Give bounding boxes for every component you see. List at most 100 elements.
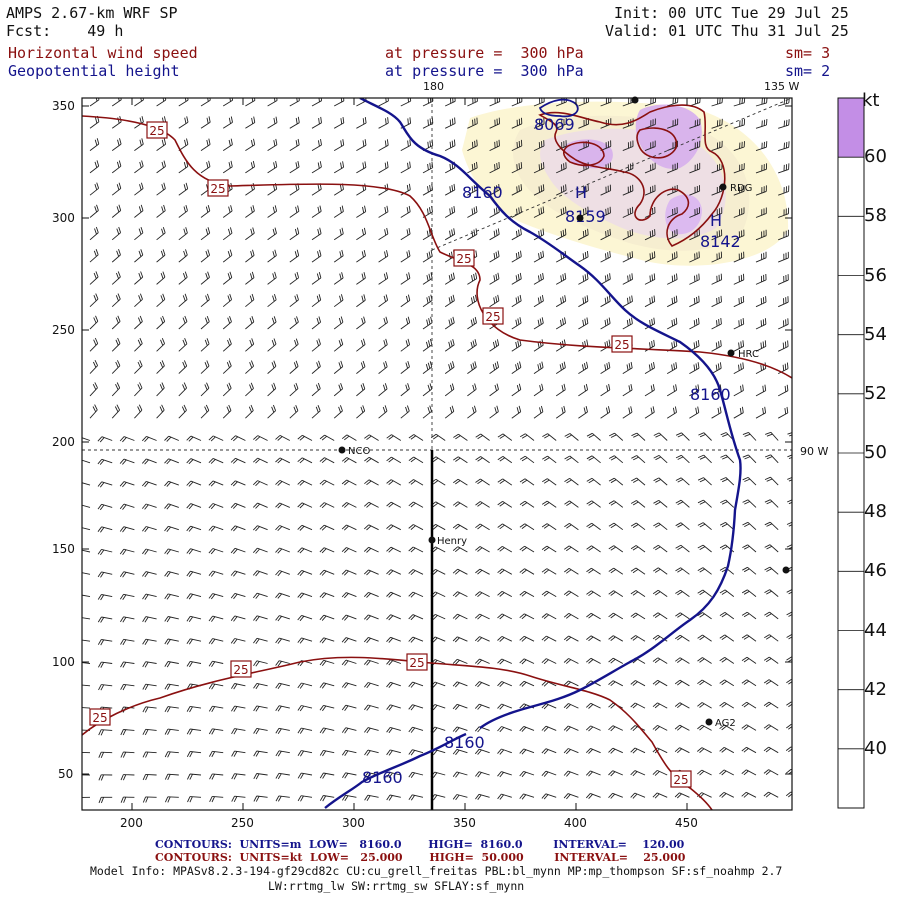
wind-barb [578, 250, 589, 263]
wind-barb [111, 315, 121, 330]
wind-barb [253, 660, 268, 667]
wind-barb [200, 404, 210, 419]
wind-barb [786, 701, 792, 708]
wind-barb [630, 792, 646, 799]
wind-barb [697, 815, 711, 820]
wind-barb [319, 795, 335, 802]
wind-barb [364, 794, 379, 801]
wind-barb [208, 548, 224, 555]
wind-barb [467, 405, 477, 419]
model-physics: LW:rrtmg_lw SW:rrtmg_sw SFLAY:sf_mynn [268, 879, 525, 893]
wind-barb [141, 503, 157, 510]
wind-barb [178, 249, 188, 263]
wind-barb [142, 751, 157, 758]
wind-barb [231, 728, 246, 735]
wind-barb [82, 437, 91, 441]
wind-barb [111, 160, 122, 174]
wind-barb [711, 340, 722, 352]
wind-barb [755, 340, 767, 352]
speed-contour-north [82, 115, 792, 379]
wind-barb [378, 117, 389, 129]
wind-barb [733, 273, 745, 285]
wind-barb [386, 771, 401, 779]
wind-barb [245, 360, 255, 374]
wind-barb [786, 611, 792, 617]
wind-barb [600, 339, 611, 352]
x-tick-label: 350 [453, 816, 476, 830]
wind-barb [111, 182, 122, 196]
wind-barb [467, 161, 478, 174]
model-info: Model Info: MPASv8.2.3-194-gf29cd82c CU:… [90, 864, 783, 878]
wind-barb [719, 657, 735, 664]
wind-barb [689, 140, 701, 152]
wind-barb [719, 544, 735, 553]
wind-barb [763, 791, 779, 798]
wind-barb [586, 432, 601, 441]
wind-barb [800, 97, 811, 106]
wind-barb [578, 228, 589, 241]
wind-barb [386, 479, 402, 486]
wind-barb [742, 815, 756, 820]
wind-barb [733, 318, 745, 330]
colorbar-tick-label: 58 [864, 205, 887, 227]
wind-barb [452, 501, 468, 508]
wind-barb [267, 205, 278, 218]
wind-barb [186, 615, 202, 623]
wind-barb [275, 705, 290, 712]
wind-barb [230, 570, 246, 577]
wind-barb [245, 249, 255, 263]
wind-barb [600, 295, 611, 308]
wind-barb [142, 683, 157, 691]
wind-barb [363, 614, 379, 621]
wind-barb [719, 522, 735, 531]
station-dot-henry [428, 536, 436, 544]
wind-barb [156, 182, 166, 196]
wind-barb [489, 184, 500, 196]
wind-barb [511, 184, 523, 196]
svg-text:25: 25 [92, 711, 107, 725]
wind-barb [564, 455, 579, 464]
wind-barb [697, 612, 712, 620]
wind-barb [267, 338, 277, 352]
station-label-hrc: HRC [738, 349, 759, 360]
high-marker: H [710, 211, 722, 230]
wind-barb [289, 205, 300, 218]
wind-barb [600, 317, 611, 330]
wind-barb [578, 98, 590, 107]
wind-barb [600, 228, 611, 241]
wind-barb [564, 478, 579, 486]
wind-barb [356, 338, 366, 352]
height-contour-north [359, 98, 742, 729]
wind-barb [297, 434, 313, 441]
wind-barb [208, 705, 224, 713]
wind-barb [800, 119, 811, 128]
wind-barb [755, 251, 767, 263]
wind-barb [497, 501, 513, 508]
wind-barb [208, 683, 224, 690]
wind-barb [630, 635, 646, 642]
wind-barb [644, 251, 656, 263]
wind-barb [289, 405, 299, 419]
wind-barb [555, 295, 567, 308]
wind-barb [311, 116, 322, 129]
wind-barb [230, 615, 246, 622]
wind-barb [319, 569, 335, 576]
wind-barb [253, 727, 268, 735]
wind-barb [452, 658, 468, 665]
wind-barb [755, 273, 767, 285]
wind-barb [89, 360, 99, 374]
wind-barb [474, 613, 490, 620]
wind-barb [563, 635, 579, 642]
wind-barb [333, 116, 345, 129]
wind-barb [400, 316, 411, 330]
wind-barb [275, 660, 290, 667]
wind-barb [533, 206, 545, 218]
wind-barb [720, 454, 735, 464]
wind-barb [467, 383, 477, 397]
wind-barb [452, 794, 468, 801]
wind-barb [585, 747, 601, 754]
wind-barb [755, 207, 767, 218]
wind-barb [134, 204, 144, 218]
wind-barb [98, 774, 113, 781]
wind-barb [689, 251, 700, 263]
